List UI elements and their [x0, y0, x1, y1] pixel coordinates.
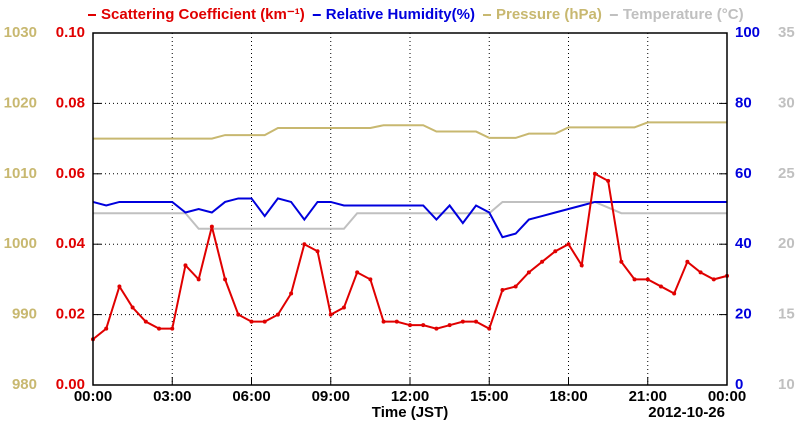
y-tick-label: 40: [735, 235, 752, 252]
y-tick-label: 20: [778, 235, 795, 252]
series-point: [355, 270, 360, 275]
y-tick-label: 1030: [4, 24, 37, 41]
series-point: [302, 242, 307, 247]
series-point: [209, 224, 214, 229]
y-tick-label: 0: [735, 376, 743, 393]
series-point: [196, 277, 201, 282]
series-line: [93, 121, 727, 140]
x-axis-label: Time (JST): [372, 404, 448, 421]
x-tick-label: 21:00: [629, 388, 667, 405]
y-tick-label: 0.08: [56, 94, 85, 111]
series-point: [289, 291, 294, 296]
series-point: [658, 284, 663, 289]
series-point: [540, 259, 545, 264]
series-point: [262, 319, 267, 324]
x-tick-label: 00:00: [708, 388, 746, 405]
y-tick-label: 10: [778, 376, 795, 393]
series-point: [394, 319, 399, 324]
y-tick-label: 0.10: [56, 24, 85, 41]
legend-label: Relative Humidity(%): [326, 6, 475, 23]
series-point: [487, 326, 492, 331]
legend-label: Temperature (°C): [623, 6, 744, 23]
series-point: [526, 270, 531, 275]
series-point: [249, 319, 254, 324]
y-tick-label: 80: [735, 94, 752, 111]
series-point: [711, 277, 716, 282]
series-point: [592, 171, 597, 176]
legend-label: Scattering Coefficient (km⁻¹): [101, 6, 305, 23]
series-point: [421, 323, 426, 328]
series-point: [275, 312, 280, 317]
x-tick-label: 03:00: [153, 388, 191, 405]
x-tick-label: 00:00: [74, 388, 112, 405]
legend-label: Pressure (hPa): [496, 6, 602, 23]
series-point: [368, 277, 373, 282]
x-tick-label: 18:00: [549, 388, 587, 405]
series-point: [315, 249, 320, 254]
series-point: [672, 291, 677, 296]
series-point: [104, 326, 109, 331]
y-tick-label: 35: [778, 24, 795, 41]
y-tick-label: 990: [12, 306, 37, 323]
series-point: [685, 259, 690, 264]
series-point: [157, 326, 162, 331]
series-point: [170, 326, 175, 331]
y-tick-label: 0.02: [56, 306, 85, 323]
series-point: [553, 249, 558, 254]
y-tick-label: 60: [735, 165, 752, 182]
series-point: [434, 326, 439, 331]
y-tick-label: 30: [778, 94, 795, 111]
series-point: [328, 312, 333, 317]
series-point: [236, 312, 241, 317]
series-point: [143, 319, 148, 324]
series-point: [632, 277, 637, 282]
y-tick-label: 100: [735, 24, 760, 41]
series-line: [92, 197, 727, 239]
series-point: [460, 319, 465, 324]
y-tick-label: 20: [735, 306, 752, 323]
series-point: [513, 284, 518, 289]
x-tick-label: 15:00: [470, 388, 508, 405]
series-point: [566, 242, 571, 247]
y-tick-label: 0.06: [56, 165, 85, 182]
y-tick-label: 25: [778, 165, 795, 182]
series-point: [447, 323, 452, 328]
series-point: [183, 263, 188, 268]
y-tick-label: 0.00: [56, 376, 85, 393]
x-tick-label: 12:00: [391, 388, 429, 405]
series-point: [130, 305, 135, 310]
series-point: [341, 305, 346, 310]
y-tick-label: 0.04: [56, 235, 86, 252]
plot-frame: [92, 32, 728, 386]
y-tick-label: 1020: [4, 94, 37, 111]
series-point: [381, 319, 386, 324]
series-point: [223, 277, 228, 282]
series-point: [579, 263, 584, 268]
series-point: [500, 287, 505, 292]
series-point: [474, 319, 479, 324]
series-point: [117, 284, 122, 289]
y-tick-label: 1010: [4, 165, 37, 182]
x-tick-label: 06:00: [232, 388, 270, 405]
series-point: [645, 277, 650, 282]
y-tick-label: 15: [778, 306, 795, 323]
series-point: [619, 259, 624, 264]
y-tick-label: 980: [12, 376, 37, 393]
series-line: [93, 200, 727, 230]
series-point: [408, 323, 412, 328]
series-point: [606, 178, 611, 183]
series-point: [698, 270, 703, 275]
y-tick-label: 1000: [4, 235, 37, 252]
x-tick-label: 09:00: [312, 388, 350, 405]
date-annotation: 2012-10-26: [648, 404, 725, 421]
